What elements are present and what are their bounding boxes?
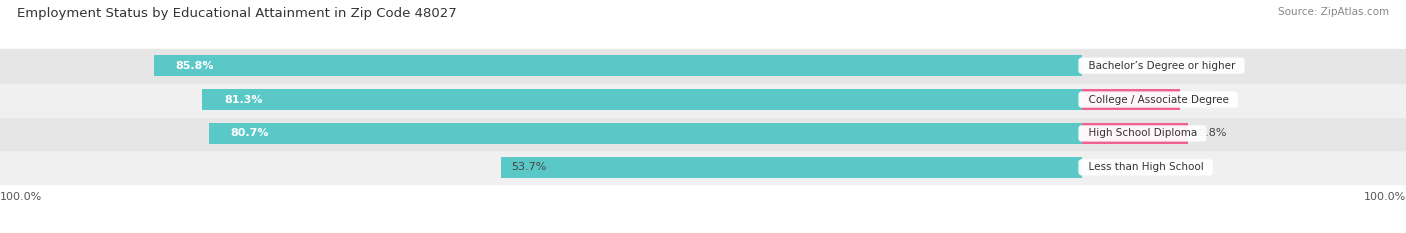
Text: 0.0%: 0.0% bbox=[1092, 61, 1121, 71]
Bar bbox=[0, 116, 1406, 150]
Text: 9.1%: 9.1% bbox=[1191, 95, 1219, 105]
Text: Bachelor’s Degree or higher: Bachelor’s Degree or higher bbox=[1081, 61, 1241, 71]
Text: High School Diploma: High School Diploma bbox=[1081, 128, 1204, 138]
Text: 0.0%: 0.0% bbox=[1092, 162, 1121, 172]
Bar bbox=[1081, 89, 1180, 110]
Bar bbox=[208, 123, 1081, 144]
Bar bbox=[153, 55, 1081, 76]
Bar bbox=[1081, 123, 1188, 144]
Text: College / Associate Degree: College / Associate Degree bbox=[1081, 95, 1234, 105]
Text: 53.7%: 53.7% bbox=[512, 162, 547, 172]
Text: 85.8%: 85.8% bbox=[176, 61, 214, 71]
Text: 100.0%: 100.0% bbox=[0, 192, 42, 202]
Text: Employment Status by Educational Attainment in Zip Code 48027: Employment Status by Educational Attainm… bbox=[17, 7, 457, 20]
Bar bbox=[501, 157, 1081, 178]
Text: Source: ZipAtlas.com: Source: ZipAtlas.com bbox=[1278, 7, 1389, 17]
Bar bbox=[0, 150, 1406, 184]
Text: Less than High School: Less than High School bbox=[1081, 162, 1209, 172]
Text: 9.8%: 9.8% bbox=[1198, 128, 1227, 138]
Bar bbox=[0, 49, 1406, 83]
Text: 81.3%: 81.3% bbox=[224, 95, 263, 105]
Bar bbox=[0, 83, 1406, 116]
Text: 80.7%: 80.7% bbox=[231, 128, 269, 138]
Text: 100.0%: 100.0% bbox=[1364, 192, 1406, 202]
Bar bbox=[202, 89, 1081, 110]
